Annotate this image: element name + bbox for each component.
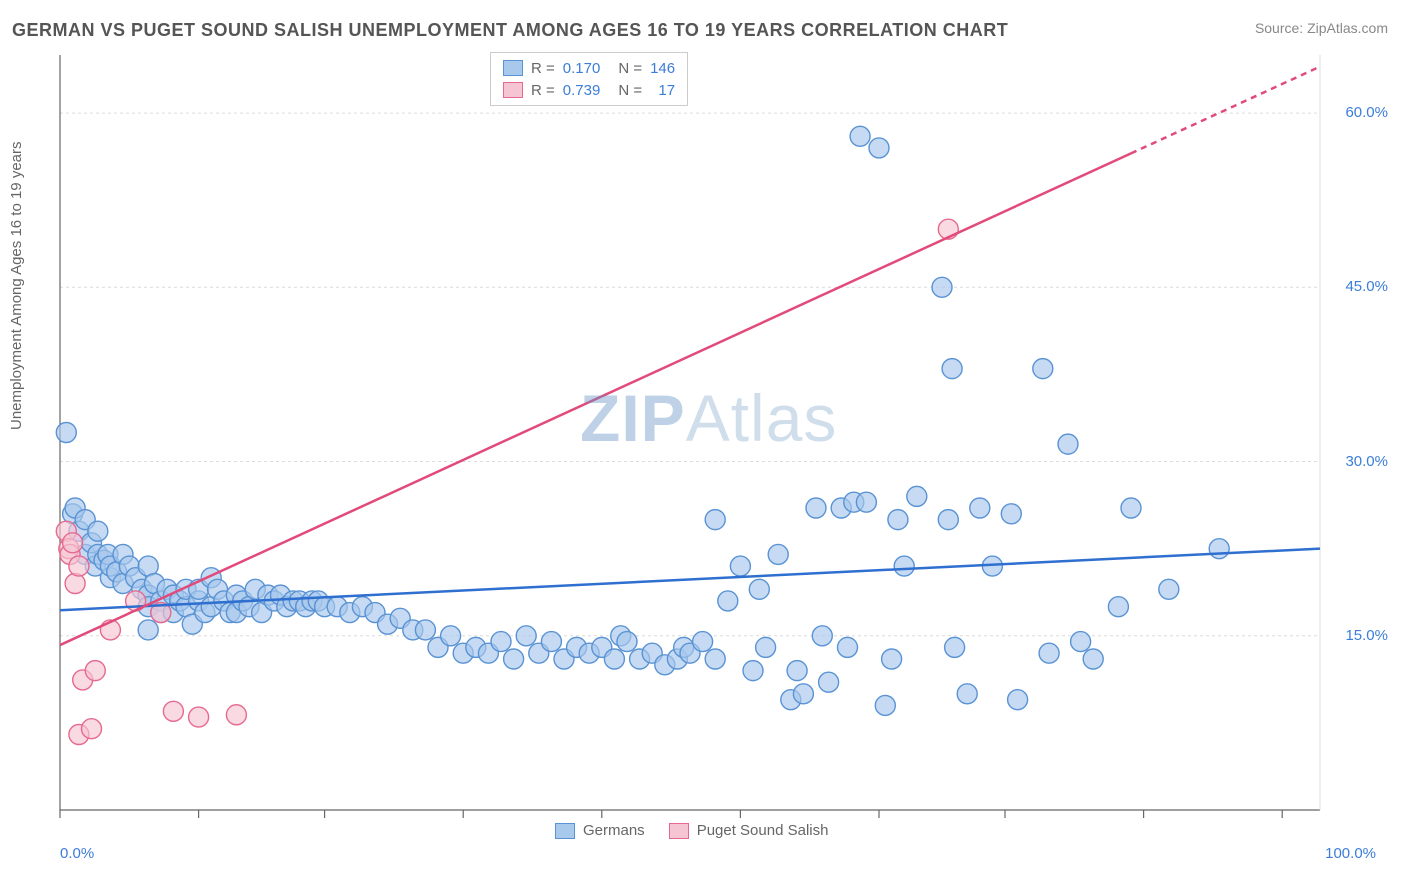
- n-label: N =: [618, 82, 642, 99]
- watermark-atlas: Atlas: [686, 381, 838, 455]
- n-value: 146: [650, 60, 675, 77]
- y-tick-label: 15.0%: [1345, 627, 1388, 644]
- legend-swatch: [555, 823, 575, 839]
- legend-item: Germans: [555, 822, 645, 839]
- source-attribution: Source: ZipAtlas.com: [1255, 20, 1388, 36]
- x-axis-min-label: 0.0%: [60, 845, 94, 862]
- legend-item: Puget Sound Salish: [669, 822, 829, 839]
- y-tick-label: 30.0%: [1345, 453, 1388, 470]
- legend-series: Germans Puget Sound Salish: [555, 822, 828, 839]
- y-tick-label: 60.0%: [1345, 104, 1388, 121]
- legend-swatch: [503, 60, 523, 76]
- n-value: 17: [650, 82, 675, 99]
- legend-stat-row: R = 0.170 N = 146: [503, 57, 675, 79]
- chart-title: GERMAN VS PUGET SOUND SALISH UNEMPLOYMEN…: [12, 20, 1008, 41]
- legend-swatch: [669, 823, 689, 839]
- watermark: ZIPAtlas: [580, 380, 837, 456]
- watermark-zip: ZIP: [580, 381, 686, 455]
- legend-label: Germans: [583, 822, 645, 839]
- legend-label: Puget Sound Salish: [697, 822, 829, 839]
- r-value: 0.170: [563, 60, 601, 77]
- y-tick-label: 45.0%: [1345, 278, 1388, 295]
- r-label: R =: [531, 60, 555, 77]
- legend-stats: R = 0.170 N = 146 R = 0.739 N = 17: [490, 52, 688, 106]
- r-label: R =: [531, 82, 555, 99]
- legend-swatch: [503, 82, 523, 98]
- n-label: N =: [618, 60, 642, 77]
- x-axis-max-label: 100.0%: [1325, 845, 1376, 862]
- legend-stat-row: R = 0.739 N = 17: [503, 79, 675, 101]
- y-axis-label: Unemployment Among Ages 16 to 19 years: [8, 141, 25, 430]
- r-value: 0.739: [563, 82, 601, 99]
